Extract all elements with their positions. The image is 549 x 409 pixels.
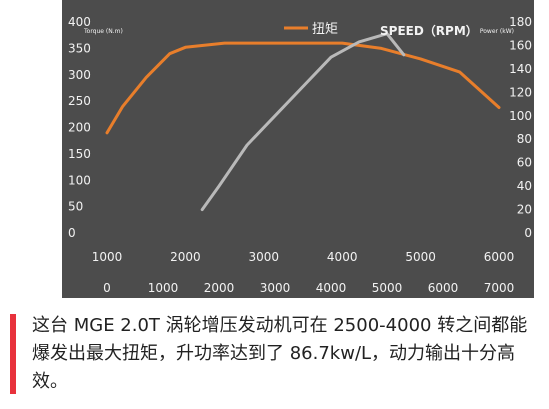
y-left-tick-label: 300: [68, 68, 91, 82]
x-top-tick-label: 4000: [327, 250, 358, 264]
y-left-tick-label: 0: [68, 226, 76, 240]
x-bottom-tick-label: 6000: [428, 281, 459, 295]
legend-torque-label: 扭矩: [312, 22, 338, 37]
legend-power-label: SPEED（RPM）: [380, 23, 478, 38]
power-line: [200, 32, 406, 212]
y-right-tick-label: 180: [509, 15, 532, 29]
x-top-tick-label: 1000: [92, 250, 123, 264]
y-left-tick-label: 200: [68, 121, 91, 135]
y-left-tick-label: 150: [68, 147, 91, 161]
y-right-tick-label: 40: [517, 179, 532, 193]
y-right-tick-label: 120: [509, 85, 532, 99]
y-right-tick-label: 60: [517, 156, 532, 170]
y-left-axis-title: Torque (N.m): [83, 28, 123, 35]
y-left-tick-label: 100: [68, 173, 91, 187]
y-left-tick-label: 50: [68, 200, 83, 214]
x-top-tick-label: 5000: [405, 250, 436, 264]
y-right-tick-label: 20: [517, 203, 532, 217]
y-right-tick-label: 80: [517, 132, 532, 146]
x-bottom-tick-label: 3000: [260, 281, 291, 295]
y-right-tick-label: 100: [509, 109, 532, 123]
chart-panel: 0 50 100 150 200 250 300 350 400 0 20 40 60 80 100 120 1…: [62, 0, 534, 298]
y-left-tick-label: 350: [68, 41, 91, 55]
caption-text: 这台 MGE 2.0T 涡轮增压发动机可在 2500-4000 转之间都能爆发出…: [32, 315, 528, 392]
x-bottom-tick-label: 7000: [484, 281, 515, 295]
y-left-tick-label: 400: [68, 15, 91, 29]
torque-line: [105, 41, 501, 135]
y-right-tick-label: 160: [509, 38, 532, 52]
caption-accent-bar: [10, 314, 16, 394]
x-bottom-tick-label: 2000: [204, 281, 235, 295]
engine-chart: 0501001502002503003504000204060801001201…: [68, 15, 532, 295]
y-right-tick-label: 140: [509, 62, 532, 76]
x-bottom-tick-label: 0: [103, 281, 111, 295]
x-top-tick-label: 2000: [170, 250, 201, 264]
x-top-tick-label: 6000: [484, 250, 515, 264]
y-right-axis-title: Power (kW): [480, 28, 514, 35]
y-right-tick-label: 0: [524, 226, 532, 240]
y-left-tick-label: 250: [68, 94, 91, 108]
x-bottom-tick-label: 4000: [316, 281, 347, 295]
x-top-tick-label: 3000: [249, 250, 280, 264]
x-bottom-tick-label: 1000: [148, 281, 179, 295]
caption-block: 这台 MGE 2.0T 涡轮增压发动机可在 2500-4000 转之间都能爆发出…: [10, 312, 540, 402]
x-bottom-tick-label: 5000: [372, 281, 403, 295]
